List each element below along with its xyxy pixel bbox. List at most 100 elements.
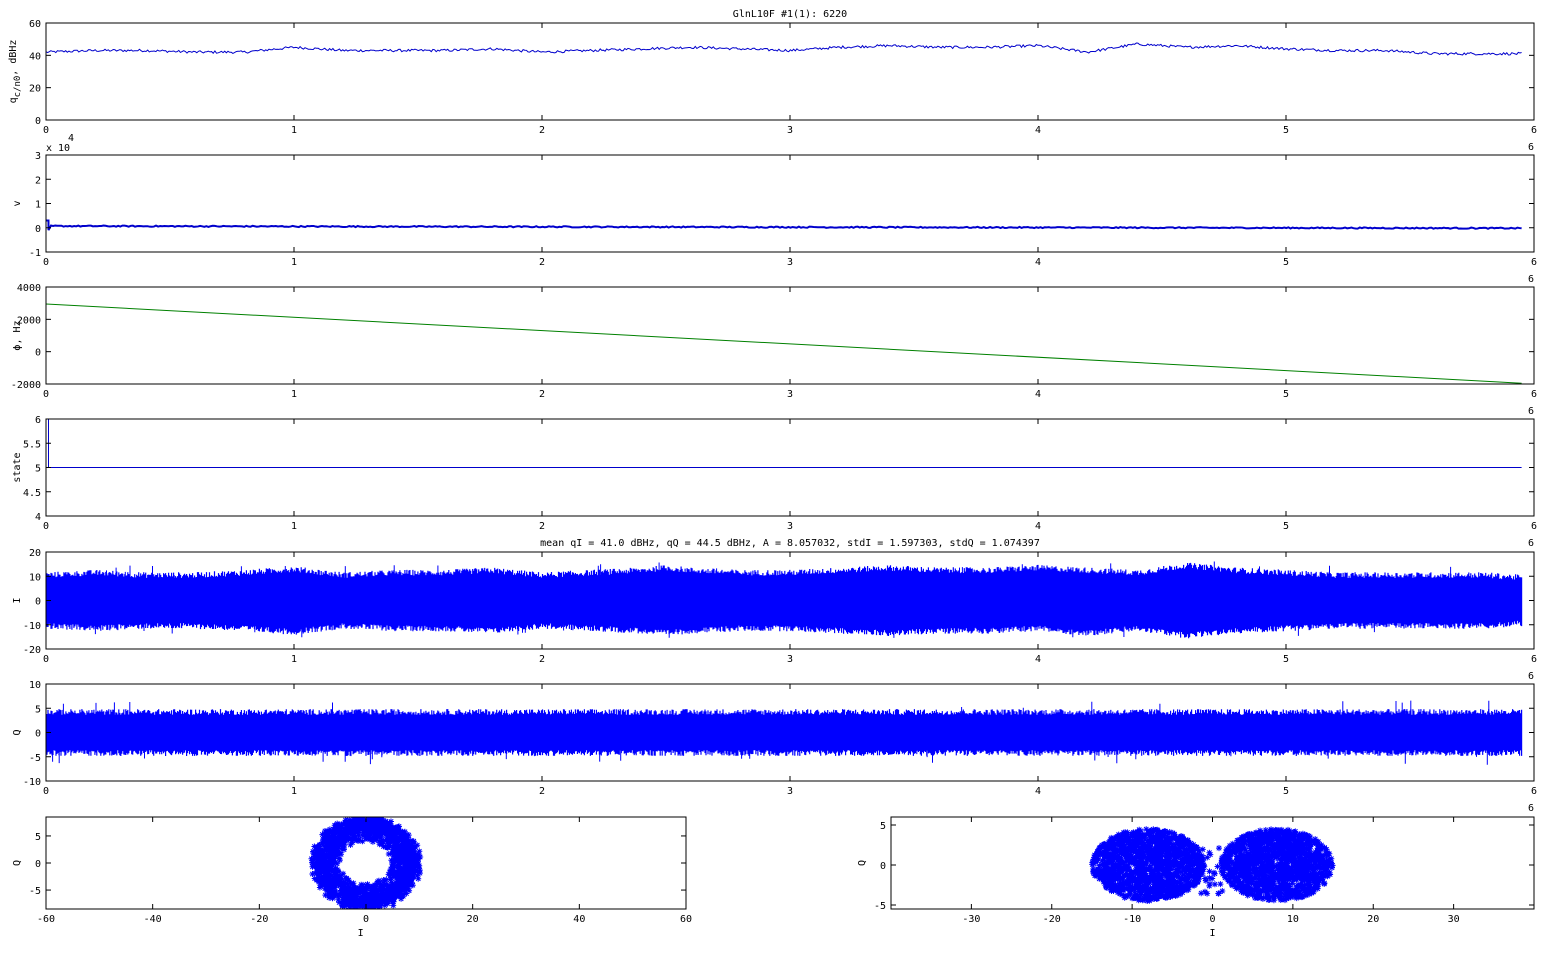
x-tick-label: 3 bbox=[787, 389, 793, 400]
plot-area-cn0 bbox=[46, 42, 1522, 56]
x-tick-label: 4 bbox=[1035, 257, 1041, 268]
x-exponent-label: 6 bbox=[1528, 406, 1534, 417]
y-tick-label: -2000 bbox=[11, 380, 41, 391]
x-tick-label: 2 bbox=[539, 786, 545, 797]
x-tick-label: 5 bbox=[1283, 786, 1289, 797]
y-tick-label: -1 bbox=[29, 248, 41, 259]
y-tick-label: 5 bbox=[35, 832, 41, 843]
x-tick-label: 30 bbox=[1448, 914, 1460, 925]
x-tick-label: 5 bbox=[1283, 389, 1289, 400]
x-tick-label: 3 bbox=[787, 786, 793, 797]
series-line-v bbox=[46, 219, 1522, 231]
y-axis-label: state bbox=[12, 452, 23, 482]
plot-area-I bbox=[46, 561, 1523, 639]
series-fill-I bbox=[46, 570, 1522, 631]
y-axis-label: I bbox=[12, 597, 23, 603]
x-tick-label: -40 bbox=[144, 914, 162, 925]
y-tick-label: 4000 bbox=[17, 283, 41, 294]
x-tick-label: -20 bbox=[250, 914, 268, 925]
x-tick-label: 0 bbox=[363, 914, 369, 925]
x-tick-label: 1 bbox=[291, 257, 297, 268]
x-exponent-label: 6 bbox=[1528, 538, 1534, 549]
x-tick-label: 1 bbox=[291, 786, 297, 797]
x-tick-label: 6 bbox=[1531, 125, 1537, 136]
x-tick-label: 3 bbox=[787, 654, 793, 665]
y-tick-label: 20 bbox=[29, 84, 41, 95]
y-tick-label: 60 bbox=[29, 19, 41, 30]
y-tick-label: 2000 bbox=[17, 315, 41, 326]
axes-frame-iq2 bbox=[890, 816, 1535, 910]
x-tick-label: 1 bbox=[291, 521, 297, 532]
y-tick-label: 0 bbox=[35, 729, 41, 740]
x-tick-label: -60 bbox=[37, 914, 55, 925]
scatter-points-iq1 bbox=[308, 817, 424, 909]
y-tick-label: -20 bbox=[23, 645, 41, 656]
y-tick-label: 4 bbox=[35, 512, 41, 523]
x-tick-label: 6 bbox=[1531, 654, 1537, 665]
plot-area-iq2 bbox=[1089, 826, 1336, 904]
plot-area-v bbox=[46, 219, 1522, 231]
y-tick-label: 1 bbox=[35, 200, 41, 211]
x-tick-label: 3 bbox=[787, 257, 793, 268]
series-spikes-Q bbox=[52, 700, 1491, 765]
y-multiplier-label: x 10 bbox=[46, 143, 70, 154]
x-tick-label: 4 bbox=[1035, 786, 1041, 797]
x-tick-label: 0 bbox=[43, 786, 49, 797]
x-tick-label: 6 bbox=[1531, 786, 1537, 797]
y-tick-label: 5 bbox=[880, 821, 886, 832]
y-tick-label: -10 bbox=[23, 777, 41, 788]
y-tick-label: 0 bbox=[35, 116, 41, 127]
y-tick-label: 2 bbox=[35, 175, 41, 186]
x-tick-label: 2 bbox=[539, 389, 545, 400]
x-tick-label: 10 bbox=[1287, 914, 1299, 925]
axes-state: 0 1 2 3 4 5 6 4 4.5 5 5.5 6 6 state bbox=[12, 415, 1537, 549]
y-tick-label: 4.5 bbox=[23, 488, 41, 499]
axes-frame-v bbox=[45, 154, 1535, 253]
y-axis-label: Q bbox=[12, 729, 23, 735]
y-tick-label: 0 bbox=[35, 597, 41, 608]
x-tick-label: 4 bbox=[1035, 389, 1041, 400]
x-tick-label: 2 bbox=[539, 654, 545, 665]
x-tick-label: 4 bbox=[1035, 125, 1041, 136]
x-axis-label: I bbox=[1209, 928, 1215, 939]
x-tick-label: -30 bbox=[962, 914, 980, 925]
x-tick-label: 0 bbox=[1209, 914, 1215, 925]
series-line-cn0 bbox=[46, 42, 1522, 56]
y-tick-label: 5.5 bbox=[23, 439, 41, 450]
y-tick-label: 3 bbox=[35, 151, 41, 162]
axes-Q: 0 1 2 3 4 5 6 -10 -5 0 5 10 6 Q bbox=[12, 680, 1537, 814]
x-tick-label: 5 bbox=[1283, 521, 1289, 532]
x-tick-label: 1 bbox=[291, 125, 297, 136]
y-axis-label: v bbox=[12, 200, 23, 206]
x-tick-label: 0 bbox=[43, 389, 49, 400]
x-tick-label: 2 bbox=[539, 125, 545, 136]
y-tick-label: 0 bbox=[35, 348, 41, 359]
x-tick-label: 1 bbox=[291, 654, 297, 665]
x-tick-label: 0 bbox=[43, 125, 49, 136]
y-tick-label: 10 bbox=[29, 680, 41, 691]
axes-iq1: -60 -40 -20 0 20 40 60 -5 0 5 Q I bbox=[12, 816, 692, 939]
y-axis-label: qc/n0, dBHz bbox=[8, 40, 23, 104]
x-tick-label: 20 bbox=[467, 914, 479, 925]
axes-iq2: -30 -20 -10 0 10 20 30 -5 0 5 Q I bbox=[857, 816, 1535, 939]
x-tick-label: 0 bbox=[43, 654, 49, 665]
x-tick-label: 0 bbox=[43, 521, 49, 532]
x-axis-label: I bbox=[358, 928, 364, 939]
plot-area-state bbox=[46, 419, 1522, 468]
plot-area-iq1 bbox=[308, 817, 424, 909]
scatter-points-iq2 bbox=[1089, 826, 1336, 904]
y-tick-label: -5 bbox=[874, 901, 886, 912]
x-tick-label: 5 bbox=[1283, 654, 1289, 665]
y-tick-label: 10 bbox=[29, 572, 41, 583]
x-tick-label: 2 bbox=[539, 521, 545, 532]
x-tick-label: 40 bbox=[573, 914, 585, 925]
x-tick-label: 5 bbox=[1283, 257, 1289, 268]
x-tick-label: -10 bbox=[1123, 914, 1141, 925]
x-exponent-label: 6 bbox=[1528, 803, 1534, 814]
x-exponent-label: 6 bbox=[1528, 142, 1534, 153]
series-fill-Q bbox=[46, 715, 1522, 750]
